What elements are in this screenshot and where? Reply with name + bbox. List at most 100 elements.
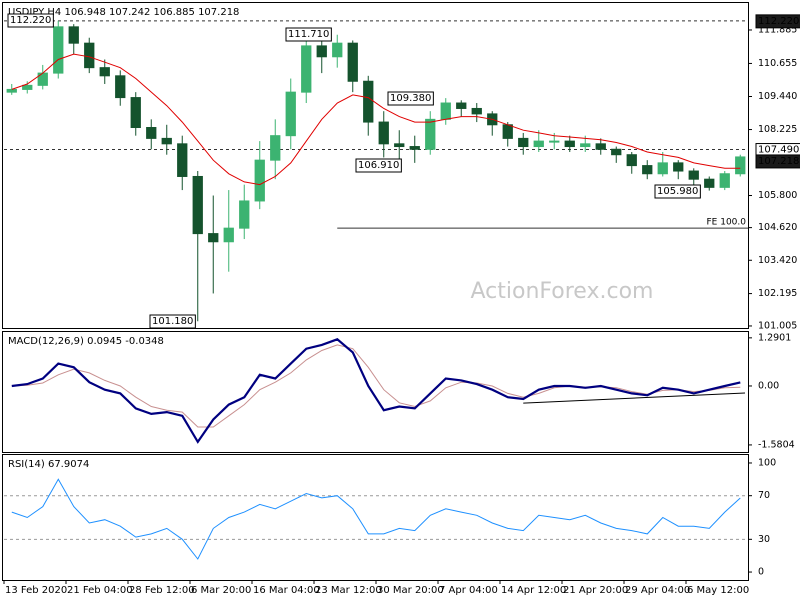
price-annotation: 111.710 — [288, 29, 329, 40]
x-tick-label: 28 Feb 12:00 — [129, 585, 195, 596]
x-tick-label: 13 Feb 2020 — [5, 585, 67, 596]
x-tick-label: 29 Apr 04:00 — [625, 585, 690, 596]
candle-body — [130, 97, 141, 129]
candle-body — [564, 140, 575, 148]
y-tick-label: 103.420 — [758, 255, 797, 266]
candle-body — [735, 156, 746, 175]
x-tick-label: 14 Apr 12:00 — [501, 585, 566, 596]
moving-average — [11, 53, 741, 186]
candle-body — [595, 143, 606, 150]
level-label: 112.220 — [758, 16, 799, 27]
candle-body — [611, 148, 622, 156]
candle-body — [254, 159, 265, 202]
series-line — [11, 338, 741, 444]
candle-body — [518, 137, 529, 148]
candle-body — [440, 102, 451, 120]
candle-body — [22, 84, 33, 90]
y-tick-label: 0.00 — [758, 380, 779, 391]
x-tick-label: 21 Apr 20:00 — [563, 585, 628, 596]
y-tick-label: 100 — [758, 457, 776, 468]
y-tick-label: 102.195 — [758, 288, 797, 299]
candle-body — [394, 143, 405, 148]
candle-body — [704, 178, 715, 188]
candle-body — [301, 45, 312, 93]
price-annotation-box — [7, 13, 54, 28]
candle-body — [115, 75, 126, 99]
x-tick-label: 6 Mar 20:00 — [191, 585, 251, 596]
candle-body — [208, 233, 219, 243]
price-annotation-box — [387, 91, 434, 106]
x-tick-label: 7 Apr 04:00 — [439, 585, 498, 596]
level-label-box — [755, 14, 800, 29]
candle-body — [688, 170, 699, 180]
candle-body — [456, 102, 467, 109]
price-annotation: 101.180 — [152, 316, 193, 327]
y-tick-label: 108.225 — [758, 124, 797, 135]
candle-body — [99, 67, 110, 77]
candle-body — [53, 26, 64, 74]
candle-body — [642, 165, 653, 175]
candle-body — [270, 135, 281, 161]
candle-body — [580, 143, 591, 148]
pane-title: USDJPY,H4 106.948 107.242 106.885 107.21… — [8, 7, 239, 18]
x-tick-label: 30 Mar 20:00 — [377, 585, 444, 596]
y-tick-label: -1.5804 — [758, 439, 795, 450]
y-tick-label: 101.005 — [758, 320, 797, 331]
last-price-label-box — [755, 154, 800, 169]
x-tick-label: 6 May 12:00 — [687, 585, 749, 596]
y-tick-label: 111.885 — [758, 24, 797, 35]
last-price-label: 107.218 — [758, 156, 799, 167]
fe-label: FE 100.0 — [707, 218, 747, 228]
y-tick-label: 104.620 — [758, 222, 797, 233]
price-annotation: 106.910 — [358, 160, 399, 171]
candle-body — [146, 127, 157, 139]
y-tick-label: 1.2901 — [758, 332, 791, 343]
candle-body — [471, 107, 482, 115]
pane-frame — [2, 331, 749, 453]
pane-title: RSI(14) 67.9074 — [8, 459, 89, 470]
candle-body — [223, 227, 234, 243]
candle-body — [673, 162, 684, 172]
candle-body — [239, 200, 250, 229]
price-annotation-box — [654, 184, 701, 199]
x-tick-label: 23 Mar 12:00 — [315, 585, 382, 596]
candle-body — [332, 42, 343, 58]
candle-body — [192, 175, 203, 235]
y-tick-label: 30 — [758, 534, 770, 545]
pane-frame — [2, 2, 749, 329]
candle-body — [347, 42, 358, 82]
price-annotation-box — [285, 27, 332, 42]
watermark: ActionForex.com — [471, 279, 654, 304]
candle-body — [657, 162, 668, 175]
level-label: 107.490 — [758, 145, 799, 156]
series-line — [11, 478, 741, 560]
pane-title: MACD(12,26,9) 0.0945 -0.0348 — [8, 336, 164, 347]
series-line — [11, 344, 741, 428]
candle-body — [626, 154, 637, 167]
price-annotation: 112.220 — [10, 15, 51, 26]
candle-body — [425, 118, 436, 150]
y-tick-label: 70 — [758, 490, 770, 501]
y-tick-label: 109.440 — [758, 91, 797, 102]
candle-body — [549, 140, 560, 143]
y-tick-label: 0 — [758, 567, 764, 578]
trendline — [523, 392, 746, 404]
candle-body — [68, 26, 79, 44]
candle-body — [363, 80, 374, 123]
candle-body — [177, 143, 188, 177]
candle-body — [533, 140, 544, 148]
price-annotation: 109.380 — [390, 93, 431, 104]
price-annotation-box — [149, 314, 196, 329]
y-tick-label: 105.800 — [758, 190, 797, 201]
y-tick-label: 110.655 — [758, 58, 797, 69]
candle-body — [84, 42, 95, 69]
candle-body — [316, 45, 327, 58]
price-annotation: 105.980 — [657, 186, 698, 197]
candle-body — [409, 146, 420, 150]
x-tick-label: 16 Mar 04:00 — [253, 585, 320, 596]
price-annotation-box — [355, 158, 402, 173]
candle-body — [502, 124, 513, 139]
candle-body — [285, 91, 296, 137]
candle-body — [6, 88, 17, 93]
